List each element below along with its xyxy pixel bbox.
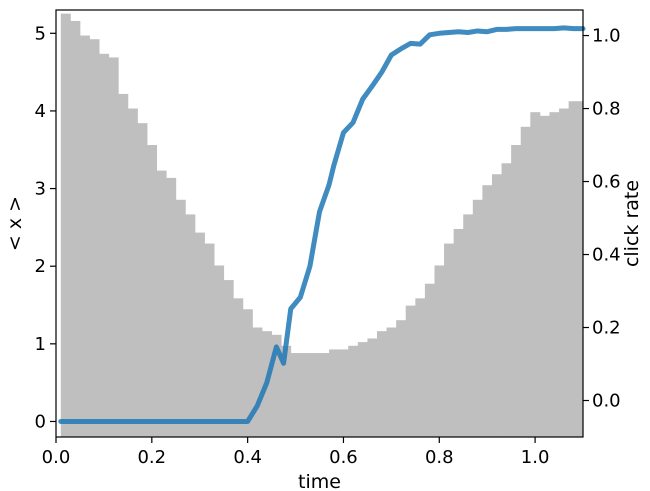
x-tick-label: 0.2: [137, 447, 166, 468]
histogram-bar: [338, 349, 349, 437]
data-series: [58, 25, 586, 424]
histogram-bar: [223, 280, 234, 437]
histogram-bar: [511, 145, 522, 437]
y-right-tick-label: 1.0: [592, 26, 621, 47]
histogram-bar: [108, 57, 119, 437]
histogram-bar: [70, 20, 81, 437]
histogram-bar: [137, 123, 148, 437]
histogram-bar: [60, 13, 71, 438]
histogram-bar: [453, 228, 464, 437]
y-left-tick-label: 5: [35, 23, 46, 44]
histogram-bar: [99, 53, 110, 437]
histogram-bar: [559, 108, 570, 437]
histogram-bar: [386, 327, 397, 437]
y-left-tick-label: 1: [35, 334, 46, 355]
y-right-tick-label: 0.8: [592, 99, 621, 120]
histogram-bar: [539, 115, 550, 437]
x-axis-label: time: [298, 471, 341, 491]
histogram-bar: [118, 93, 129, 437]
histogram-bar: [185, 214, 196, 437]
histogram-bar: [434, 265, 445, 437]
y-left-tick-label: 2: [35, 256, 46, 277]
histogram-bar: [309, 353, 320, 437]
histogram-bar: [204, 243, 215, 437]
x-tick-label: 0.0: [42, 447, 71, 468]
y-right-tick-label: 0.4: [592, 245, 621, 266]
x-tick-label: 1.0: [521, 447, 550, 468]
series-line: [58, 25, 586, 424]
histogram-bar: [127, 108, 138, 437]
histogram-bar: [348, 345, 359, 437]
histogram-bar: [233, 298, 244, 437]
histogram-bar: [472, 199, 483, 437]
histogram-bar: [79, 35, 90, 438]
histogram-bar: [147, 145, 158, 437]
histogram-bar: [520, 126, 531, 437]
y-axis-left-label: < x >: [4, 196, 26, 251]
histogram-bar: [300, 353, 311, 437]
histogram-bar: [501, 163, 512, 437]
histogram-bar: [568, 101, 579, 438]
histogram-bar: [444, 243, 455, 437]
histogram-bar: [396, 320, 407, 437]
histogram-bar: [194, 232, 205, 437]
histogram-bar: [271, 334, 282, 437]
histogram-bar: [491, 174, 502, 438]
histogram-bar: [166, 177, 177, 437]
x-tick-label: 0.8: [425, 447, 454, 468]
histogram-bar: [242, 309, 253, 437]
y-right-tick-label: 0.6: [592, 172, 621, 193]
histogram-bar: [376, 331, 387, 437]
histogram-bar: [319, 353, 330, 437]
histogram-bar: [424, 283, 435, 437]
y-right-tick-label: 0.2: [592, 318, 621, 339]
x-tick-label: 0.6: [329, 447, 358, 468]
histogram-bar: [415, 298, 426, 437]
plot-frame: [55, 9, 584, 438]
histogram-bar: [463, 214, 474, 437]
histogram-bar: [578, 101, 584, 438]
y-axis-right-label: click rate: [621, 180, 643, 267]
histogram-bar: [175, 199, 186, 437]
y-left-tick-label: 0: [35, 411, 46, 432]
histogram-bar: [329, 349, 340, 437]
x-tick-label: 0.4: [233, 447, 262, 468]
histogram-bar: [549, 112, 560, 437]
histogram-bar: [290, 353, 301, 437]
histogram-bar: [530, 112, 541, 437]
histogram-bar: [367, 338, 378, 437]
histogram-bar: [357, 342, 368, 437]
y-right-tick-label: 0.0: [592, 391, 621, 412]
histogram-bar: [482, 185, 493, 437]
histogram: [60, 13, 584, 438]
y-left-tick-label: 3: [35, 179, 46, 200]
axis-ticks: 0.0 0.2 0.4 0.6 0.8 1.0 0 1 2 3 4 5 0.0 0.2 0.4 0.6 0.8 1…: [35, 23, 621, 468]
histogram-bar: [156, 170, 167, 437]
histogram-bar: [89, 39, 100, 437]
y-left-tick-label: 4: [35, 101, 46, 122]
histogram-bar: [214, 265, 225, 437]
histogram-bar: [252, 327, 263, 437]
histogram-bar: [281, 345, 292, 437]
histogram-bar: [405, 305, 416, 437]
